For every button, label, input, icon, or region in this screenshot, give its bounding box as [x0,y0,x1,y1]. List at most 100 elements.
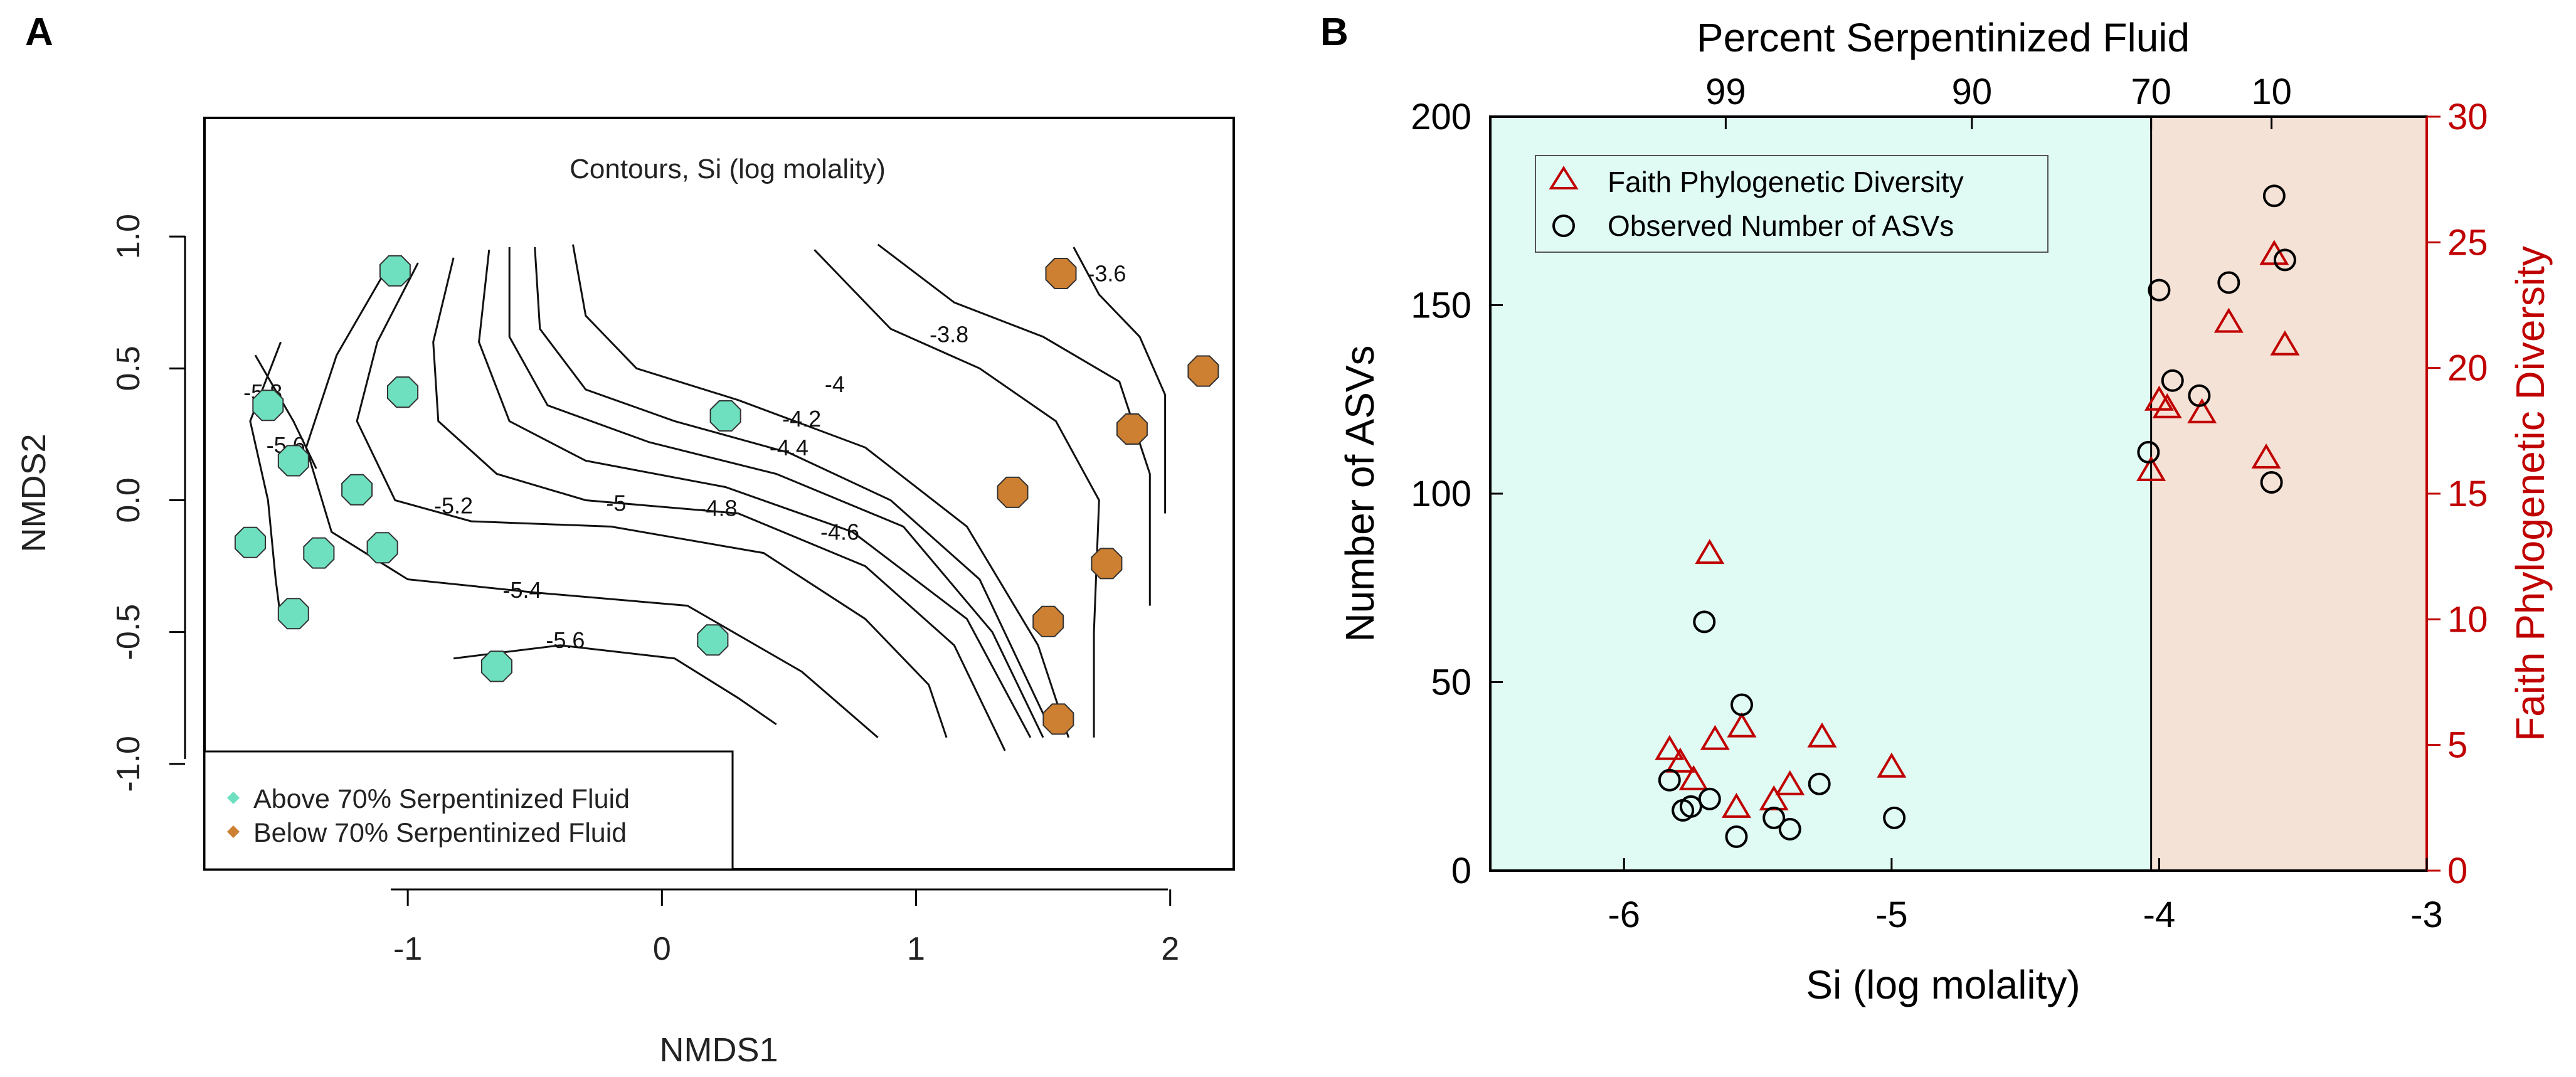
point-above-70 [277,445,309,477]
contour-label: -3.6 [1087,261,1126,287]
contour-label: -5.6 [546,627,585,653]
y-tick-label: 100 [1411,474,1471,514]
panel-b-right-y-axis-label: Faith Phylogenetic Diversity [2508,246,2553,741]
y-tick-label: 0.0 [110,477,147,523]
top-tick-label: 10 [2251,72,2292,112]
right-y-tick-label: 0 [2447,851,2467,891]
shaded-region [2151,117,2427,871]
contour-line [356,262,948,738]
point-above-70 [697,624,729,656]
right-y-tick-label: 30 [2447,97,2488,137]
contour-label: -4.2 [782,406,821,432]
contour-label: -5.4 [502,577,541,603]
panel-b-y-axis-label: Number of ASVs [1337,345,1382,642]
x-tick-label: -1 [393,931,422,967]
panel-b-points [1655,184,2300,848]
panel-a-x-ticks: -1 0 1 2 [393,889,1179,967]
asv-count-point [1725,825,1748,848]
panel-b-x-axis-label: Si (log molality) [1806,962,2080,1007]
panel-a-contour-labels: -5.8-5.6-5.4-5.6-5.2-5-4.8-4.4-4.6-4.2-4… [243,261,1126,653]
faith-pd-point [2136,455,2166,481]
point-below-70 [1042,703,1074,735]
faith-pd-point [1727,712,1757,738]
panel-b-top-ticks: 99 90 70 10 [1705,72,2292,129]
panel-b-legend-marker-triangle [1549,166,1579,189]
panel-b-legend-label-faith: Faith Phylogenetic Diversity [1608,166,1964,198]
y-tick-label: -1.0 [110,736,147,792]
panel-a-title: Contours, Si (log molality) [570,154,886,184]
panel-a-legend-label-above: Above 70% Serpentinized Fluid [253,784,630,814]
point-below-70 [997,476,1029,508]
panel-b-chart: -6 -5 -4 -3 0 50 100 150 200 0 5 10 15 20 25 30 99 90 7… [1337,15,2553,1007]
asv-count-point [2188,384,2211,407]
point-below-70 [1045,258,1077,289]
asv-count-point [1698,787,1721,810]
faith-pd-point [1655,735,1685,760]
right-y-tick-label: 20 [2447,348,2488,389]
panel-a-legend-box [203,750,734,871]
faith-pd-point [2259,240,2289,265]
faith-pd-point [2213,307,2244,333]
panel-b-legend-label-asvs: Observed Number of ASVs [1608,210,1954,242]
point-above-70 [480,650,512,682]
contour-label: -5 [606,490,626,516]
asv-count-point [2262,184,2286,208]
panel-b-legend-box [1535,155,2049,253]
panel-b-top-axis-title: Percent Serpentinized Fluid [1697,15,2190,60]
point-above-70 [366,532,398,564]
right-y-tick-label: 10 [2447,599,2488,640]
y-tick-label: 0 [1451,851,1471,891]
contour-line [534,247,1049,725]
point-above-70 [303,537,335,569]
point-below-70 [1032,605,1064,637]
asv-count-point [1808,772,1831,795]
right-y-tick-label: 15 [2447,474,2488,514]
point-above-70 [387,376,419,408]
faith-pd-point [2187,398,2217,423]
panel-b-x-ticks: -6 -5 -4 -3 [1608,858,2443,935]
top-tick-label: 90 [1952,72,1993,112]
contour-line [305,275,879,738]
faith-pd-point [1700,724,1730,750]
point-above-70 [709,400,741,432]
panel-a-y-axis-label: NMDS2 [15,433,53,552]
panel-b-right-y-ticks: 0 5 10 15 20 25 30 [2427,97,2488,891]
asv-count-point [1679,795,1702,818]
asv-count-point [1658,768,1681,792]
asv-count-point [2137,440,2160,464]
y-tick-label: 50 [1431,662,1471,703]
y-tick-label: 200 [1411,97,1471,137]
faith-pd-point [1775,770,1805,795]
faith-pd-point [2270,330,2300,356]
contour-label: -3.8 [930,321,968,347]
top-tick-label: 99 [1705,72,1746,112]
point-above-70 [379,255,411,287]
x-tick-label: -3 [2410,894,2443,935]
x-tick-label: 1 [907,931,925,967]
asv-count-point [2217,271,2240,294]
panel-a-x-axis-label: NMDS1 [659,1031,778,1069]
contour-line [814,249,1100,738]
panel-a-chart: -5.8-5.6-5.4-5.6-5.2-5-4.8-4.4-4.6-4.2-4… [15,117,1235,1069]
faith-pd-point [1721,792,1751,818]
panel-b-legend-marker-circle [1552,215,1575,237]
panel-a-legend-label-below: Below 70% Serpentinized Fluid [253,818,627,848]
faith-pd-point [2251,443,2281,469]
contour-line [877,243,1151,606]
contour-line [453,644,777,726]
contour-line [432,257,1006,751]
contour-line [1073,247,1167,514]
panel-a-contour-lines [249,243,1167,751]
point-below-70 [1091,548,1123,580]
panel-b-y-ticks: 0 50 100 150 200 [1411,97,1503,891]
asv-count-point [1730,693,1753,716]
panel-a-letter: A [25,11,53,54]
panel-b-letter: B [1320,11,1349,54]
asv-count-point [1762,806,1786,829]
contour-line [508,247,1044,738]
panel-b-shaded-regions [1490,117,2427,871]
panel-a-points [234,255,1219,735]
faith-pd-point [1877,752,1907,778]
panel-b-legend: Faith Phylogenetic Diversity Observed Nu… [1535,155,2049,253]
